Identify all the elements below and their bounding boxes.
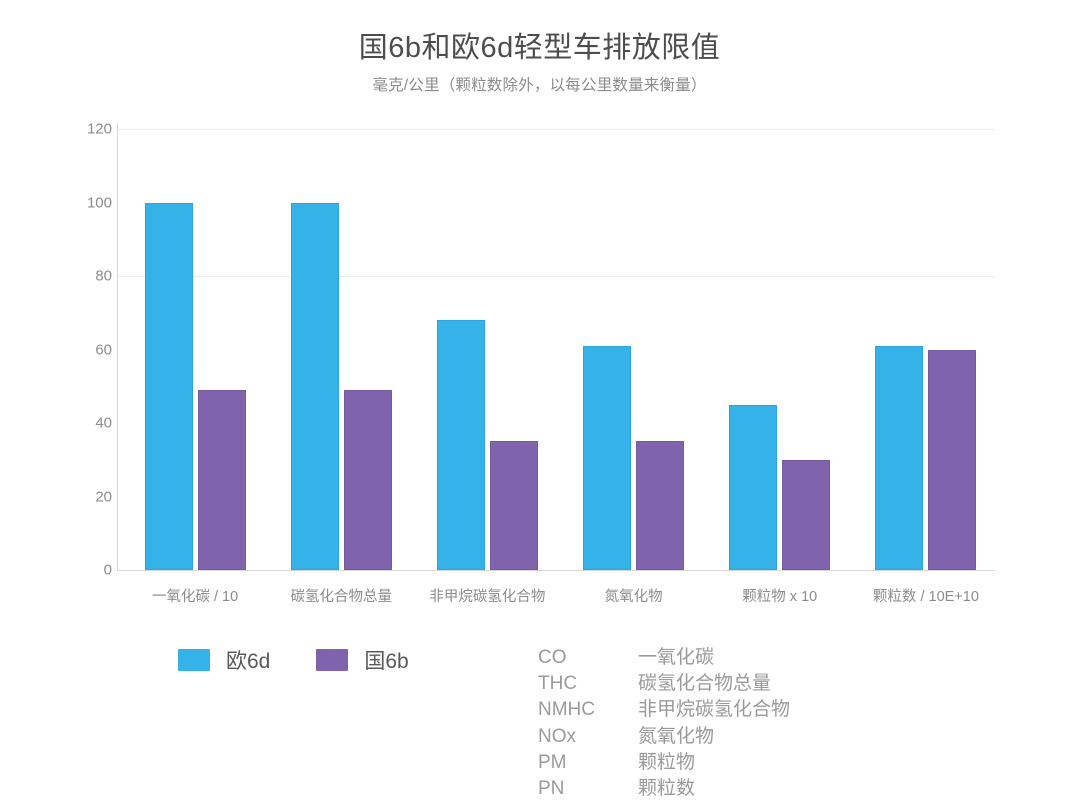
x-axis-label: 碳氢化合物总量 xyxy=(290,589,393,605)
bar-group xyxy=(729,129,831,570)
chart-subtitle: 毫克/公里（颗粒数除外，以每公里数量来衡量） xyxy=(372,77,707,94)
legend-label: 欧6d xyxy=(226,650,271,673)
legend-label: 国6b xyxy=(364,650,409,673)
legend-swatch-icon xyxy=(316,649,349,671)
gridline-80 xyxy=(118,276,995,277)
bar[interactable] xyxy=(782,459,831,570)
abbreviation-name: 一氧化碳 xyxy=(638,647,715,668)
y-axis-tick-0: 0 xyxy=(103,561,112,579)
bar[interactable] xyxy=(583,345,632,570)
bar[interactable] xyxy=(343,389,392,570)
y-axis-tick-40: 40 xyxy=(95,414,112,432)
y-axis-tick-labels: 0 20 40 60 80 100 120 xyxy=(0,0,112,808)
abbreviation-code: PN xyxy=(538,778,565,800)
bar[interactable] xyxy=(875,345,924,570)
bar-group xyxy=(290,129,392,570)
abbreviation-code: THC xyxy=(538,673,578,695)
abbreviation-row: NMHC 非甲烷碳氢化合物 xyxy=(538,697,790,723)
bar-group xyxy=(436,129,538,570)
bar[interactable] xyxy=(436,320,485,570)
legend-swatch-icon xyxy=(178,649,210,671)
x-axis-line xyxy=(118,570,995,571)
plot-gridlines xyxy=(118,129,995,570)
legend-item[interactable]: 国6b xyxy=(316,645,409,675)
x-axis-category-labels: 一氧化碳 / 10 碳氢化合物总量 非甲烷碳氢化合物 氮氧化物 颗粒物 x 10 颗粒数 … xyxy=(118,585,995,609)
abbreviation-row: THC 碳氢化合物总量 xyxy=(538,671,790,697)
bar-group xyxy=(875,129,977,570)
y-axis-tick-100: 100 xyxy=(86,194,112,211)
y-axis-tick-60: 60 xyxy=(95,341,112,358)
x-axis-label: 颗粒数 / 10E+10 xyxy=(872,589,979,605)
bar[interactable] xyxy=(928,349,977,570)
y-axis-tick-80: 80 xyxy=(95,267,112,285)
x-axis-label: 颗粒物 x 10 xyxy=(742,589,818,605)
abbreviation-name: 颗粒数 xyxy=(638,778,696,800)
bar[interactable] xyxy=(144,202,193,570)
abbreviation-code: CO xyxy=(538,647,567,668)
y-axis-tick-120: 120 xyxy=(86,120,112,138)
abbreviation-row: PN 颗粒数 xyxy=(538,776,790,802)
x-axis-label: 非甲烷碳氢化合物 xyxy=(429,589,546,605)
bar-group xyxy=(144,129,246,570)
bar-group xyxy=(583,129,685,570)
abbreviation-name: 颗粒物 xyxy=(638,751,696,773)
bar[interactable] xyxy=(489,441,538,570)
x-axis-label: 一氧化碳 / 10 xyxy=(151,589,239,605)
bar[interactable] xyxy=(197,389,246,570)
bar[interactable] xyxy=(290,202,339,570)
abbreviation-row: NOx 氮氧化物 xyxy=(538,724,790,750)
abbreviation-key: CO 一氧化碳 THC 碳氢化合物总量 NMHC 非甲烷碳氢化合物 NOx 氮氧化物 PM 颗粒物… xyxy=(538,645,790,802)
abbreviation-row: CO 一氧化碳 xyxy=(538,645,790,671)
bars-layer xyxy=(118,129,995,570)
chart-legend: 欧6d 国6b xyxy=(178,645,409,675)
abbreviation-code: PM xyxy=(538,751,567,773)
abbreviation-code: NOx xyxy=(538,725,576,747)
abbreviation-name: 氮氧化物 xyxy=(638,725,715,747)
bar[interactable] xyxy=(729,404,778,570)
abbreviation-row: PM 颗粒物 xyxy=(538,750,790,776)
bar[interactable] xyxy=(636,441,685,570)
x-axis-label: 氮氧化物 xyxy=(604,589,663,605)
abbreviation-name: 非甲烷碳氢化合物 xyxy=(638,699,791,721)
y-axis-tick-20: 20 xyxy=(95,488,112,505)
abbreviation-code: NMHC xyxy=(538,699,595,721)
abbreviation-name: 碳氢化合物总量 xyxy=(638,673,772,695)
chart-title: 国6b和欧6d轻型车排放限值 xyxy=(358,32,721,64)
legend-item[interactable]: 欧6d xyxy=(178,645,270,675)
gridline-120 xyxy=(118,129,995,130)
y-axis-line xyxy=(117,123,118,571)
